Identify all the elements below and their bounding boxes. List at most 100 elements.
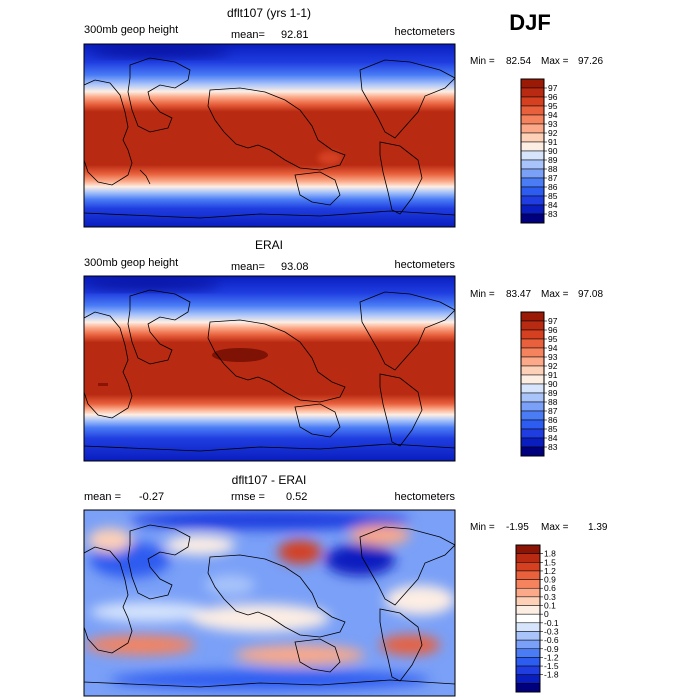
colorbar-swatch <box>515 605 541 615</box>
field-label: 300mb geop height <box>84 257 178 269</box>
colorbar-swatch <box>515 631 541 641</box>
colorbar-tick-label: 97 <box>548 316 558 326</box>
max-value: 97.08 <box>578 289 603 300</box>
colorbar-swatch <box>515 639 541 650</box>
colorbar-swatch <box>515 562 541 572</box>
coastlines <box>84 289 455 452</box>
max-value: 1.39 <box>588 522 608 533</box>
rmse-label: rmse = <box>231 491 265 503</box>
colorbar-tick-label: 87 <box>548 173 558 183</box>
max-label: Max = <box>541 522 569 533</box>
colorbar-tick-label: -1.2 <box>544 652 559 662</box>
colorbar-swatch <box>520 177 545 188</box>
colorbar-tick-label: 1.8 <box>544 549 556 559</box>
colorbar-swatch <box>520 437 545 448</box>
panel-title: ERAI <box>255 238 283 252</box>
colorbar-swatch <box>515 579 541 589</box>
colorbar-swatch <box>520 78 545 89</box>
map-field <box>84 44 455 227</box>
colorbar-swatch <box>520 123 545 134</box>
colorbar-swatch <box>515 613 541 624</box>
colorbar-tick-label: -0.6 <box>544 635 559 645</box>
colorbar-tick-label: 88 <box>548 397 558 407</box>
max-label: Max = <box>541 56 569 67</box>
colorbar-tick-label: 0.3 <box>544 592 556 602</box>
map-field <box>84 276 455 461</box>
colorbar-swatch <box>520 87 545 98</box>
colorbar-tick-label: 0 <box>544 609 549 619</box>
max-value: 97.26 <box>578 56 603 67</box>
colorbar-swatch <box>515 587 541 598</box>
colorbar-swatch <box>515 622 541 632</box>
colorbar-tick-label: 92 <box>548 361 558 371</box>
colorbar-tick-label: 95 <box>548 101 558 111</box>
units-label: hectometers <box>394 26 455 38</box>
mean-label: mean= <box>231 29 265 41</box>
colorbar-tick-label: 91 <box>548 370 558 380</box>
colorbar-tick-label: 1.2 <box>544 566 556 576</box>
panel-title: dflt107 (yrs 1-1) <box>227 6 311 20</box>
colorbar-tick-label: 96 <box>548 92 558 102</box>
mean-label: mean= <box>231 261 265 273</box>
colorbar-swatch <box>515 570 541 580</box>
colorbar-swatch <box>520 105 545 116</box>
colorbar-tick-label: 0.1 <box>544 601 556 611</box>
colorbar-swatch <box>520 141 545 152</box>
colorbar-swatch <box>520 114 545 125</box>
rmse-value: 0.52 <box>286 491 307 503</box>
colorbar-swatch <box>520 204 545 215</box>
colorbar-tick-label: 93 <box>548 352 558 362</box>
min-label: Min = <box>470 56 495 67</box>
colorbar-swatch <box>520 383 545 394</box>
mean-value: 92.81 <box>281 29 309 41</box>
colorbar-swatch <box>520 338 545 349</box>
colorbar-swatch <box>520 446 545 457</box>
colorbar-swatch <box>515 674 541 684</box>
map-field <box>84 510 455 696</box>
colorbar-swatch <box>520 392 545 403</box>
coastlines <box>84 524 455 688</box>
colorbar-tick-label: 87 <box>548 406 558 416</box>
colorbar-swatch <box>520 419 545 430</box>
colorbar-tick-label: 90 <box>548 146 558 156</box>
colorbar-tick-label: 96 <box>548 325 558 335</box>
min-value: -1.95 <box>506 522 529 533</box>
min-label: Min = <box>470 289 495 300</box>
field-label: 300mb geop height <box>84 24 178 36</box>
colorbar-swatch <box>515 665 541 675</box>
colorbar-swatch <box>515 683 541 693</box>
colorbar-swatch <box>520 168 545 179</box>
colorbar-swatch <box>520 356 545 367</box>
colorbar-tick-label: -1.8 <box>544 670 559 680</box>
colorbar-tick-label: -1.5 <box>544 661 559 671</box>
colorbar-tick-label: 90 <box>548 379 558 389</box>
colorbar-swatch <box>520 311 545 322</box>
colorbar-tick-label: 0.9 <box>544 575 556 585</box>
colorbar-swatch <box>515 657 541 667</box>
colorbar-swatch <box>515 553 541 563</box>
colorbar-tick-label: 86 <box>548 182 558 192</box>
panel-reanalysis: ERAI 300mb geop height mean= 93.08 hecto… <box>83 238 603 462</box>
colorbar-swatch <box>520 374 545 385</box>
colorbar-swatch <box>515 544 541 554</box>
colorbar-swatch <box>520 186 545 197</box>
colorbar-tick-label: 95 <box>548 334 558 344</box>
colorbar-swatch <box>515 596 541 606</box>
colorbar-tick-label: 84 <box>548 433 558 443</box>
min-label: Min = <box>470 522 495 533</box>
colorbar-swatch <box>520 428 545 439</box>
colorbar-tick-label: -0.9 <box>544 644 559 654</box>
panel-difference: dflt107 - ERAI mean = -0.27 rmse = 0.52 … <box>83 473 608 697</box>
colorbar-swatch <box>520 401 545 412</box>
colorbar-swatch <box>520 96 545 107</box>
colorbar-tick-label: 85 <box>548 424 558 434</box>
colorbar-tick-label: 1.5 <box>544 557 556 567</box>
colorbar-tick-label: 0.6 <box>544 583 556 593</box>
colorbar-tick-label: 83 <box>548 209 558 219</box>
panel-model: dflt107 (yrs 1-1) 300mb geop height mean… <box>83 6 603 228</box>
colorbar-tick-label: 85 <box>548 191 558 201</box>
mean-value: -0.27 <box>139 491 164 503</box>
colorbar-swatch <box>515 648 541 658</box>
colorbar-tick-label: 88 <box>548 164 558 174</box>
